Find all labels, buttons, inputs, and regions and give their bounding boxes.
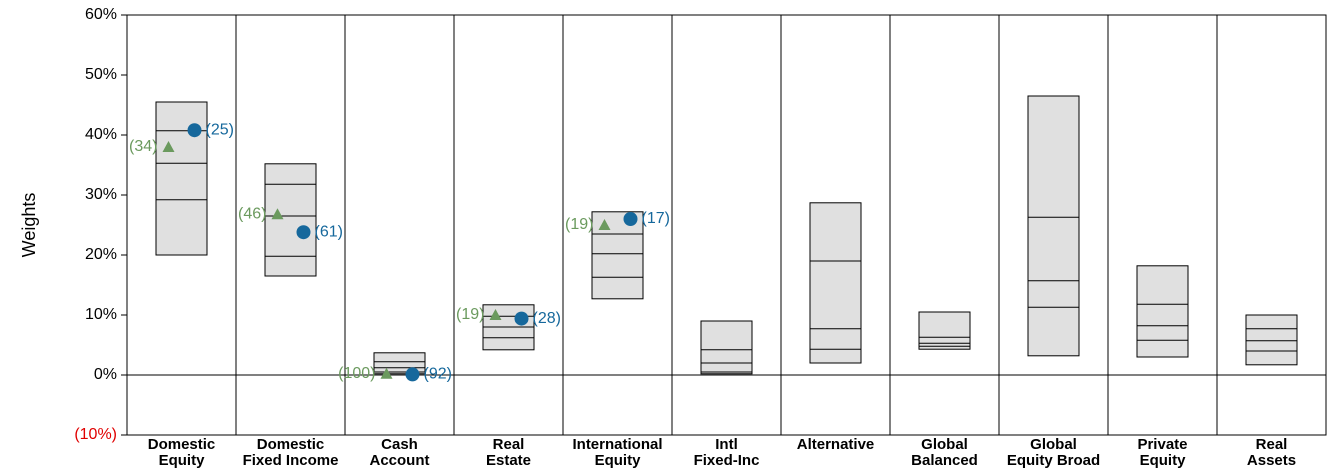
rank-label: (28) <box>533 310 561 327</box>
circle-marker <box>405 367 420 382</box>
rank-label: (17) <box>642 210 670 227</box>
y-tick-label: 30% <box>85 186 117 203</box>
circle-marker <box>623 212 638 226</box>
x-tick-label: Intl Fixed-Inc <box>693 436 760 469</box>
y-tick-label: 10% <box>85 306 117 323</box>
box <box>1027 95 1080 357</box>
x-tick-label: Cash Account <box>369 436 430 469</box>
plot-frame <box>126 14 1327 436</box>
rank-label: (19) <box>565 216 593 233</box>
rank-label: (46) <box>238 205 266 222</box>
rank-label: (61) <box>315 223 343 240</box>
box <box>1136 265 1189 358</box>
triangle-marker <box>162 141 175 152</box>
box <box>155 101 208 256</box>
y-tick-label: (10%) <box>74 426 117 443</box>
x-tick-label: Real Assets <box>1246 436 1297 469</box>
triangle-marker <box>598 219 611 230</box>
y-tick-label: 20% <box>85 246 117 263</box>
triangle-marker <box>271 208 284 220</box>
box <box>809 202 862 364</box>
y-tick-label: 0% <box>94 366 117 383</box>
y-axis-label: Weights <box>19 193 39 258</box>
x-tick-label: Private Equity <box>1137 436 1188 469</box>
rank-label: (25) <box>206 121 234 138</box>
y-tick-label: 60% <box>85 6 117 23</box>
rank-label: (19) <box>456 306 484 323</box>
rank-label: (100) <box>338 365 375 382</box>
box <box>700 320 753 375</box>
x-tick-label: International Equity <box>572 436 663 469</box>
x-tick-label: Domestic Equity <box>147 436 216 469</box>
box <box>264 163 317 277</box>
x-tick-label: Domestic Fixed Income <box>242 436 339 469</box>
box <box>591 211 644 300</box>
y-tick-label: 50% <box>85 66 117 83</box>
box <box>1245 314 1298 366</box>
x-tick-label: Alternative <box>796 436 875 453</box>
rank-label: (92) <box>424 366 452 383</box>
x-tick-label: Real Estate <box>485 436 532 469</box>
circle-marker <box>514 311 529 326</box>
circle-marker <box>187 123 202 138</box>
rank-label: (34) <box>129 138 157 155</box>
circle-marker <box>296 225 311 240</box>
y-tick-label: 40% <box>85 126 117 143</box>
triangle-marker <box>489 309 502 320</box>
x-tick-label: Global Balanced <box>911 436 978 469</box>
triangle-marker <box>380 367 393 379</box>
x-tick-label: Global Equity Broad <box>1006 436 1101 469</box>
